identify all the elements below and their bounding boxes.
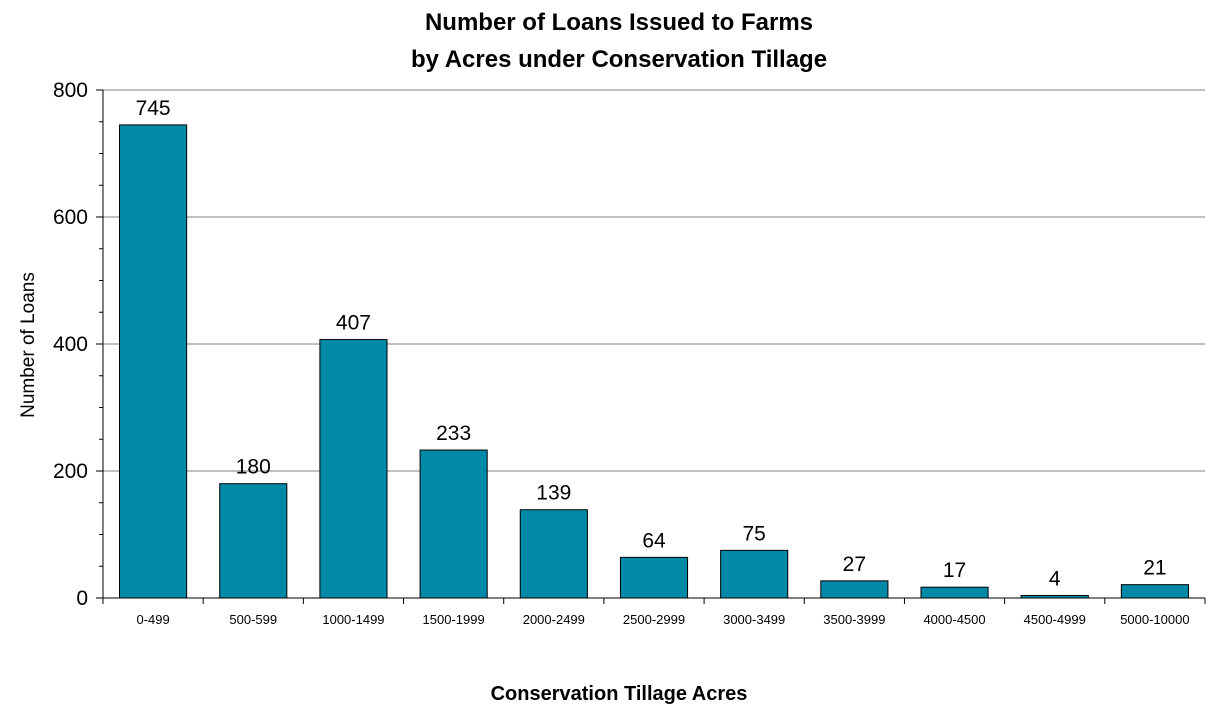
y-tick-label: 600 bbox=[53, 206, 88, 229]
chart-title-line-1: Number of Loans Issued to Farms bbox=[425, 9, 813, 36]
x-tick-label-3500-3999: 3500-3999 bbox=[823, 612, 885, 627]
x-tick-label-4000-4500: 4000-4500 bbox=[923, 612, 985, 627]
bars bbox=[119, 124, 1189, 599]
bar-1000-1499 bbox=[319, 339, 388, 599]
data-label-4500-4999: 4 bbox=[1049, 567, 1061, 590]
bar-500-599 bbox=[219, 483, 288, 599]
bar-2500-2999 bbox=[619, 556, 689, 599]
x-tick-label-3000-3499: 3000-3499 bbox=[723, 612, 785, 627]
data-label-3500-3999: 27 bbox=[843, 553, 866, 576]
x-tick-label-0-499: 0-499 bbox=[136, 612, 169, 627]
data-label-5000-10000: 21 bbox=[1143, 557, 1166, 580]
bar-0-499 bbox=[119, 124, 188, 599]
x-axis: 0-499 500-599 1000-1499 1500-1999 2000-2499 2… bbox=[102, 597, 1206, 627]
x-tick-label-5000-10000: 5000-10000 bbox=[1120, 612, 1189, 627]
bar-4000-4500 bbox=[920, 586, 989, 599]
data-label-500-599: 180 bbox=[236, 456, 271, 479]
bar-2000-2499 bbox=[519, 509, 588, 599]
x-tick-label-1500-1999: 1500-1999 bbox=[423, 612, 485, 627]
bar-3500-3999 bbox=[820, 580, 889, 599]
x-tick-label-4500-4999: 4500-4999 bbox=[1024, 612, 1086, 627]
data-label-4000-4500: 17 bbox=[943, 559, 966, 582]
data-label-0-499: 745 bbox=[136, 97, 171, 120]
bar-1500-1999 bbox=[419, 449, 488, 599]
chart-title: Number of Loans Issued to Farms by Acres… bbox=[411, 9, 827, 73]
data-label-1500-1999: 233 bbox=[436, 422, 471, 445]
y-axis: 0 200 400 600 800 bbox=[53, 79, 104, 610]
y-tick-label: 0 bbox=[76, 587, 88, 610]
x-tick-label-2000-2499: 2000-2499 bbox=[523, 612, 585, 627]
y-tick-label: 400 bbox=[53, 333, 88, 356]
chart-title-line-2: by Acres under Conservation Tillage bbox=[411, 46, 827, 73]
data-label-3000-3499: 75 bbox=[743, 522, 766, 545]
y-tick-label: 200 bbox=[53, 460, 88, 483]
y-axis-label: Number of Loans bbox=[18, 272, 39, 418]
x-axis-label: Conservation Tillage Acres bbox=[491, 683, 748, 705]
data-label-1000-1499: 407 bbox=[336, 312, 371, 335]
x-tick-label-1000-1499: 1000-1499 bbox=[322, 612, 384, 627]
data-label-2500-2999: 64 bbox=[642, 529, 666, 552]
data-labels: 745 180 407 233 139 64 75 27 17 4 21 bbox=[136, 97, 1167, 591]
bar-3000-3499 bbox=[720, 549, 789, 599]
x-tick-label-2500-2999: 2500-2999 bbox=[623, 612, 685, 627]
data-label-2000-2499: 139 bbox=[536, 482, 571, 505]
y-tick-label: 800 bbox=[53, 79, 88, 102]
x-tick-label-500-599: 500-599 bbox=[229, 612, 277, 627]
bar-5000-10000 bbox=[1120, 584, 1189, 599]
gridlines bbox=[103, 89, 1205, 472]
